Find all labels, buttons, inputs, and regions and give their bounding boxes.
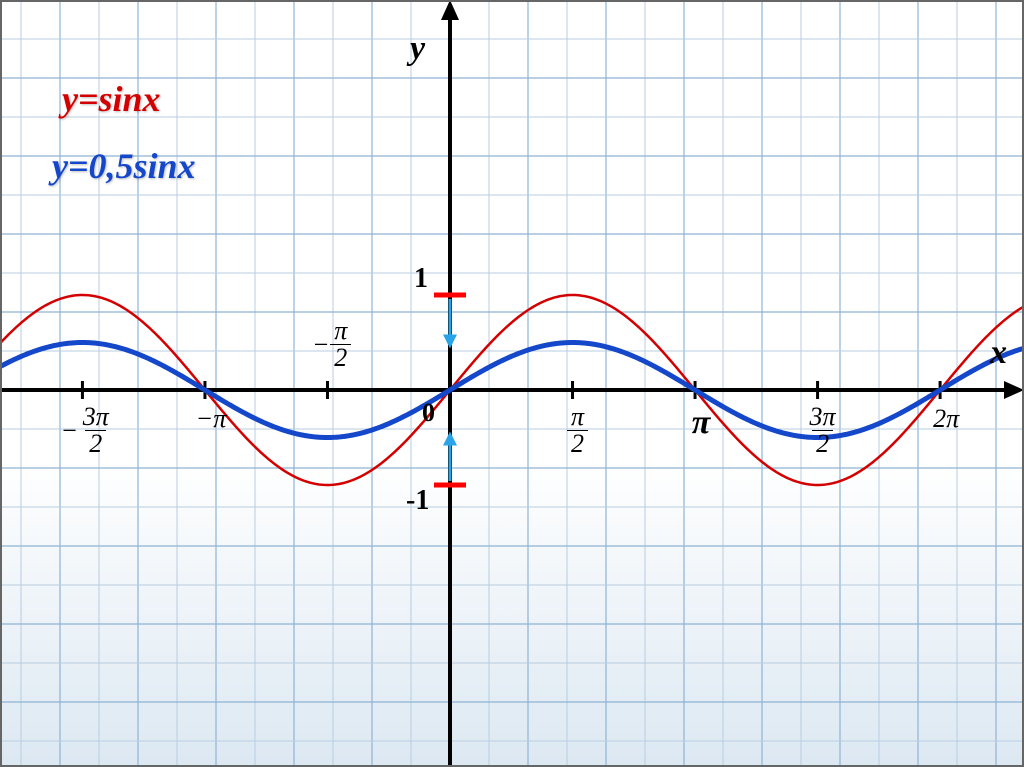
y-tick-label: 1 bbox=[414, 265, 428, 293]
x-tick-label: −π bbox=[181, 406, 241, 432]
sine-chart: y=sinx y=0,5sinx y x 0 −2π−3π2−π−π2π2π3π… bbox=[0, 0, 1024, 767]
x-tick-label: −π2 bbox=[297, 318, 367, 371]
x-tick-label: 2π bbox=[916, 406, 976, 432]
x-tick-label: 3π2 bbox=[788, 404, 858, 457]
origin-label: 0 bbox=[422, 400, 435, 426]
y-tick-label: -1 bbox=[406, 487, 429, 515]
legend-half-sinx: y=0,5sinx bbox=[52, 145, 196, 187]
legend-sinx: y=sinx bbox=[62, 78, 161, 120]
x-tick-label: π2 bbox=[543, 404, 613, 457]
y-axis-label: y bbox=[410, 30, 425, 68]
x-axis-label: x bbox=[990, 334, 1007, 372]
x-tick-label: −3π2 bbox=[52, 404, 122, 457]
x-tick-label: π bbox=[671, 406, 731, 440]
